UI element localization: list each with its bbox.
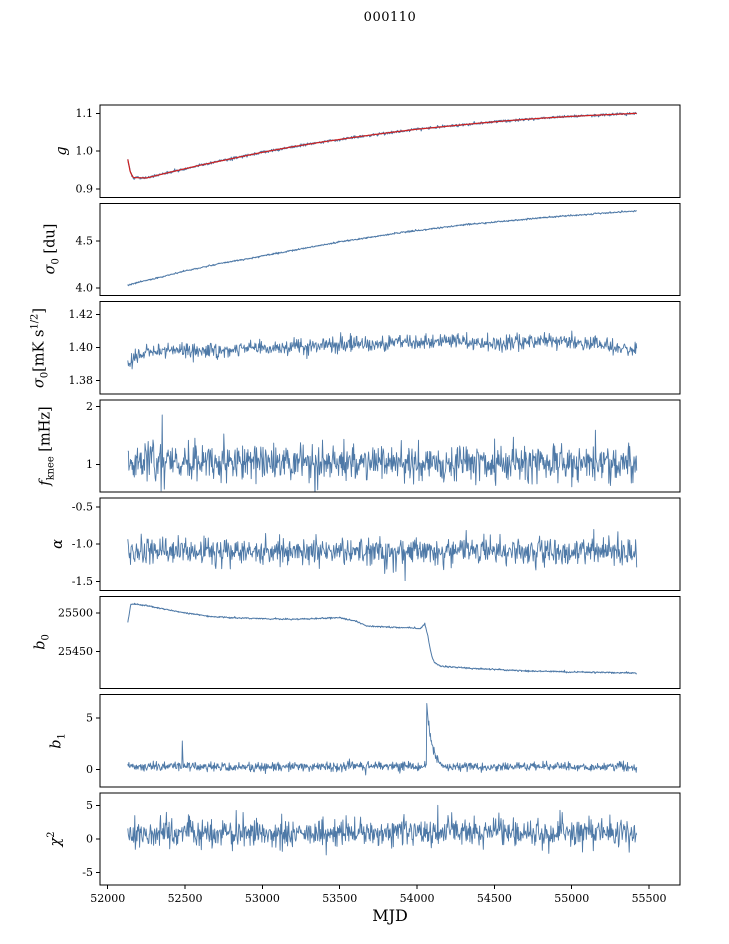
y-tick-label: 1 [86,458,93,471]
subplot-fknee: 12 [86,399,681,493]
y-tick-label: 0 [86,832,93,845]
axes-frame [99,399,681,493]
axes-frame [99,104,681,198]
y-tick-label: 1.40 [69,341,94,354]
y-tick-label: 25500 [58,607,93,620]
axes-frame [99,694,681,788]
x-tick-label: 53000 [245,892,280,905]
y-tick-label: -1.5 [72,575,93,588]
series-chi2-data [127,804,638,856]
subplot-b0: 25450 25500 [58,595,681,689]
y-tick-label: -5 [82,866,93,879]
axes-frame [99,202,681,296]
y-tick-label: 5 [86,799,93,812]
subplot-b1: 05 [86,694,681,788]
subplot-g: 0.9 1.0 1.1 [76,104,681,198]
subplot-sigma0-du: 4.0 4.5 [76,202,681,296]
x-tick-label: 55000 [554,892,589,905]
x-tick-label: 54500 [477,892,512,905]
series-b1-data [127,703,638,776]
y-tick-label: 1.0 [76,145,94,158]
y-tick-label: -0.5 [72,500,93,513]
series-g-fit [127,112,637,179]
x-tick-label: 52500 [168,892,203,905]
y-tick-label: 1.1 [76,107,94,120]
y-tick-label: 5 [86,712,93,725]
subplot-chi2: -5 0 5 52000 52500 53000 53500 54000 54500 55000 5… [82,792,681,905]
x-tick-label: 52000 [90,892,125,905]
series-alpha-data [127,529,638,582]
axes-frame [99,595,681,689]
y-tick-label: 0 [86,763,93,776]
x-tick-label: 53500 [322,892,357,905]
subplot-sigma0-mk: 1.38 1.40 1.42 [69,301,681,395]
series-fknee-data [127,414,638,492]
y-tick-label: 1.38 [69,374,94,387]
y-tick-label: 0.9 [76,182,94,195]
series-sigma0-mk-data [127,330,638,370]
y-tick-label: 25450 [58,645,93,658]
subplot-alpha: -1.5 -1.0 -0.5 [72,497,681,591]
y-tick-label: 2 [86,400,93,413]
series-b0-data [127,602,637,675]
x-axis-label: MJD [372,906,408,925]
figure-title: 000110 [363,10,417,25]
y-tick-label: 4.5 [76,234,94,247]
x-tick-label: 55500 [632,892,667,905]
series-sigma0-du-data [127,210,637,287]
y-tick-label: 1.42 [69,308,94,321]
y-tick-label: -1.0 [72,538,93,551]
series-g-data [127,111,638,180]
x-tick-label: 54000 [400,892,435,905]
y-tick-label: 4.0 [76,281,94,294]
